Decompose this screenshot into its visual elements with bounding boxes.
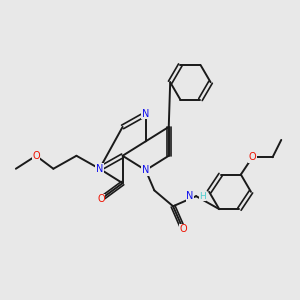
Text: O: O: [97, 194, 105, 204]
Text: N: N: [96, 164, 103, 174]
Text: N: N: [142, 109, 149, 119]
Text: H: H: [199, 192, 206, 201]
Text: N: N: [142, 165, 149, 175]
Text: N: N: [186, 191, 194, 201]
Text: O: O: [179, 224, 187, 234]
Text: O: O: [249, 152, 256, 162]
Text: O: O: [32, 151, 40, 161]
